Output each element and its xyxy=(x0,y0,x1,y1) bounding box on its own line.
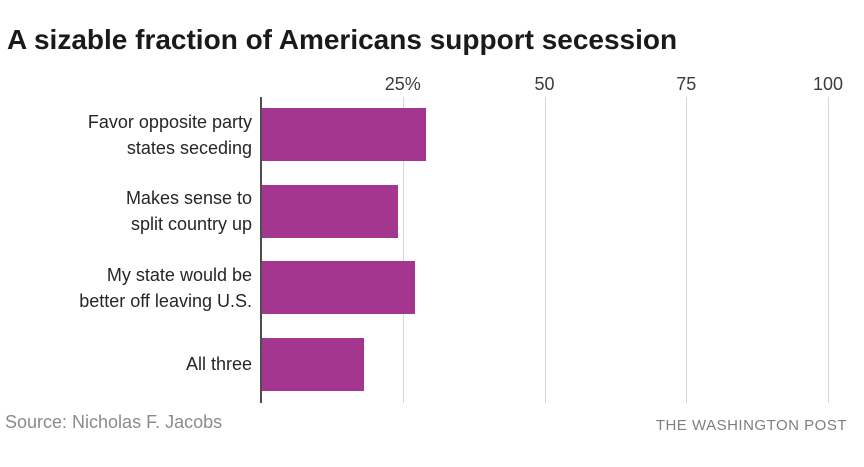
category-label-line: Favor opposite party xyxy=(87,111,252,132)
source-credit: Source: Nicholas F. Jacobs xyxy=(5,412,223,432)
x-gridline xyxy=(686,97,688,403)
category-label-line: Makes sense to xyxy=(125,188,252,208)
category-label-line: All three xyxy=(185,354,252,374)
category-label-line: My state would be xyxy=(106,264,252,285)
category-label: Favor opposite party states seceding xyxy=(0,109,252,161)
x-axis-tick-label: 25% xyxy=(384,74,421,94)
x-gridline xyxy=(544,97,546,403)
x-axis-tick-label: 75 xyxy=(676,74,697,94)
x-gridline xyxy=(402,97,404,403)
category-label-line: states seceding xyxy=(126,137,252,158)
bar xyxy=(262,337,365,391)
y-axis-line xyxy=(260,97,262,403)
category-label-line: split country up xyxy=(130,214,252,234)
bar xyxy=(262,184,399,238)
brand-credit: THE WASHINGTON POST xyxy=(655,417,847,434)
chart-title: A sizable fraction of Americans support … xyxy=(7,24,678,55)
x-gridline xyxy=(828,97,829,403)
x-axis-tick-label: 100 xyxy=(812,74,844,94)
category-label: My state would be better off leaving U.S. xyxy=(0,262,252,314)
category-label-line: better off leaving U.S. xyxy=(79,290,252,311)
x-axis-tick-label: 50 xyxy=(534,74,555,94)
bar xyxy=(262,261,416,314)
category-label: Makes sense to split country up xyxy=(0,185,252,237)
bar xyxy=(262,108,427,161)
category-label: All three xyxy=(0,351,252,377)
